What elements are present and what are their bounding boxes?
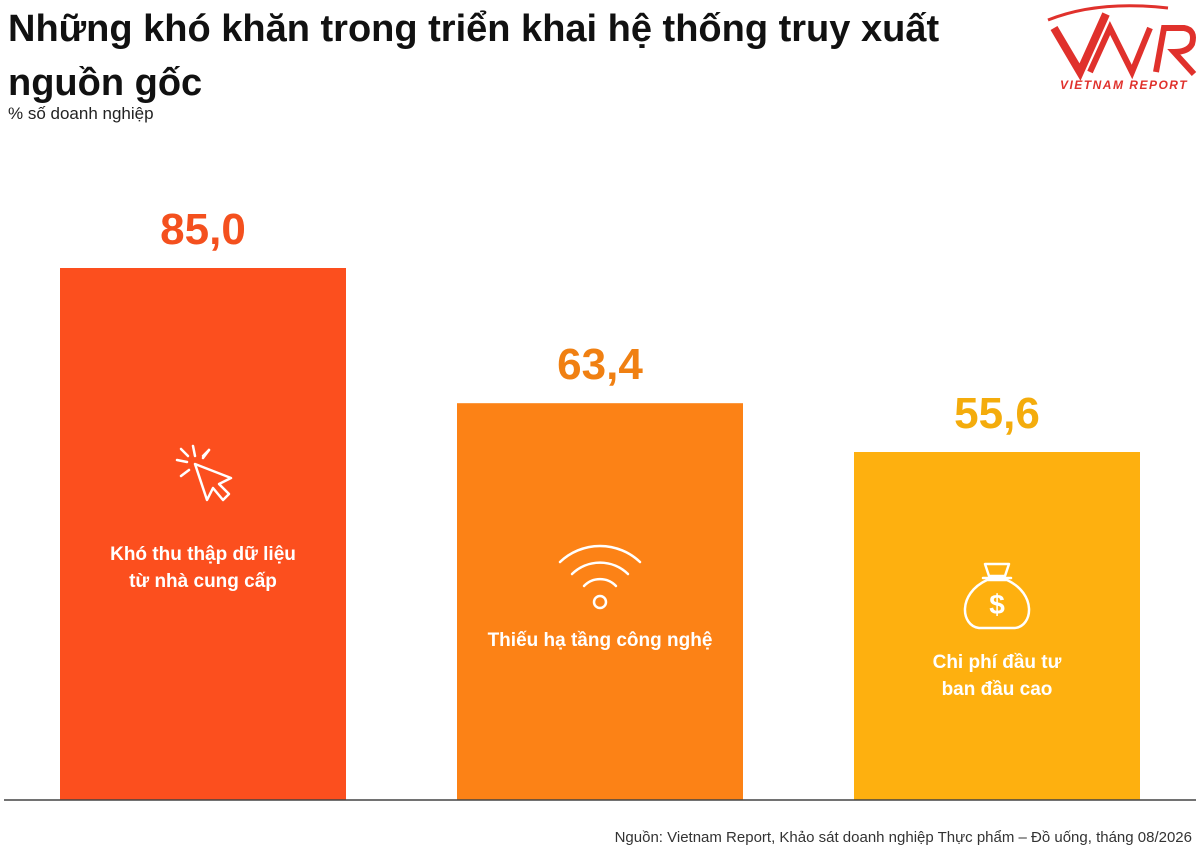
bar-group: 55,6 $ Chi phí đầu tư ban đầu cao: [854, 389, 1140, 800]
cursor-click-icon: [175, 444, 233, 502]
bar-group: 85,0 Khó thu thập dữ liệu từ nhà cung cấp: [60, 205, 346, 800]
category-label: từ nhà cung cấp: [129, 571, 277, 592]
value-label: 63,4: [557, 340, 643, 389]
dollar-glyph: $: [989, 589, 1005, 620]
category-label: Thiếu hạ tầng công nghệ: [488, 630, 713, 651]
chart-subtitle: % số doanh nghiệp: [8, 104, 154, 123]
value-label: 55,6: [954, 389, 1040, 438]
value-label: 85,0: [160, 205, 246, 254]
bar: [457, 403, 743, 800]
category-label: ban đầu cao: [942, 679, 1053, 700]
category-label: Chi phí đầu tư: [933, 652, 1062, 673]
bar: [60, 268, 346, 800]
source-note: Nguồn: Vietnam Report, Khảo sát doanh ng…: [614, 829, 1192, 846]
page-title: Những khó khăn trong triển khai hệ thống…: [8, 8, 940, 104]
bar: [854, 452, 1140, 800]
logo-text: VIETNAM REPORT: [1059, 78, 1189, 92]
category-label: Khó thu thập dữ liệu: [110, 544, 296, 565]
wifi-icon: [558, 544, 642, 610]
bar-group: 63,4 Thiếu hạ tầng công nghệ: [457, 340, 743, 800]
money-bag-icon: $: [963, 562, 1031, 630]
vnr-logo: [1047, 4, 1197, 81]
